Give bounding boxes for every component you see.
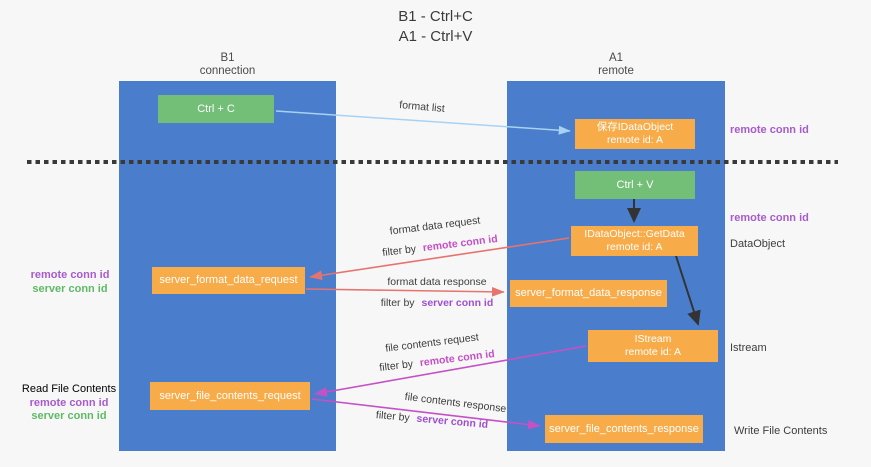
title-line-2: A1 - Ctrl+V — [398, 28, 473, 45]
phase-divider-dashed-line — [27, 160, 838, 164]
node-istream-line1: IStream — [634, 333, 672, 345]
right-remote-conn-id-mid: remote conn id — [730, 212, 809, 224]
filter-by-text: filter by — [375, 409, 411, 425]
server-conn-id-text: server conn id — [416, 412, 489, 431]
filter-by-text: filter by — [380, 297, 415, 309]
node-fmt-resp-label: server_format_data_response — [515, 287, 662, 299]
filter-by-text: filter by — [378, 357, 414, 375]
format-data-response-text: format data response — [387, 276, 487, 288]
format-data-request-text: format data request — [389, 214, 481, 238]
lane-b1-sub: connection — [199, 65, 256, 77]
remote-conn-id-text: remote conn id — [422, 232, 499, 255]
node-server-format-data-request: server_format_data_request — [152, 267, 305, 294]
node-ctrl-v: Ctrl + V — [575, 171, 695, 199]
node-istream-line2: remote id: A — [624, 346, 682, 358]
node-getdata-line1: IDataObject::GetData — [584, 228, 685, 240]
right-write-file-contents-label: Write File Contents — [734, 425, 828, 437]
lane-b1-name: B1 — [220, 52, 235, 64]
server-conn-id-text: server conn id — [421, 297, 494, 309]
node-save-idataobject-line2: remote id: A — [606, 134, 664, 146]
left-remote-conn-id: remote conn id — [30, 269, 110, 281]
right-dataobject-label: DataObject — [730, 238, 786, 250]
lane-a1-sub: remote — [598, 65, 634, 77]
left-server-conn-id: server conn id — [32, 283, 108, 295]
lane-header-a1: A1 remote — [507, 52, 725, 78]
title-line-1: B1 - Ctrl+C — [398, 8, 473, 25]
diagram-title: B1 - Ctrl+C A1 - Ctrl+V — [0, 7, 871, 47]
edge-label-format-list: format list — [362, 96, 483, 118]
node-idataobject-getdata: IDataObject::GetData remote id: A — [571, 226, 698, 256]
file-contents-response-text: file contents response — [404, 390, 507, 416]
node-server-file-contents-response: server_file_contents_response — [545, 415, 703, 443]
lane-a1-name: A1 — [608, 52, 624, 64]
node-save-idataobject-line1: 保存IDataObject — [596, 121, 674, 133]
right-remote-conn-id-top: remote conn id — [730, 124, 809, 136]
read-file-contents-label: Read File Contents — [21, 383, 117, 395]
edge-label-filter-server-1: filter by server conn id — [367, 297, 507, 309]
node-server-format-data-response: server_format_data_response — [510, 280, 667, 307]
node-server-file-contents-request: server_file_contents_request — [150, 382, 310, 410]
node-file-resp-label: server_file_contents_response — [549, 422, 699, 435]
node-ctrl-c-label: Ctrl + C — [197, 102, 235, 115]
left-conn-ids-top: remote conn id server conn id — [24, 268, 116, 296]
remote-conn-id-text: remote conn id — [419, 347, 496, 370]
left-read-file-block: Read File Contents remote conn id server… — [18, 383, 120, 424]
node-file-req-label: server_file_contents_request — [159, 389, 301, 402]
node-ctrl-v-label: Ctrl + V — [616, 178, 654, 191]
left-server-conn-id-2: server conn id — [31, 410, 107, 422]
node-save-idataobject: 保存IDataObject remote id: A — [575, 119, 695, 149]
node-ctrl-c: Ctrl + C — [158, 95, 274, 123]
node-fmt-req-label: server_format_data_request — [159, 274, 298, 286]
right-istream-label: Istream — [730, 342, 767, 354]
filter-by-text: filter by — [381, 242, 417, 260]
node-istream: IStream remote id: A — [588, 330, 718, 362]
lane-header-b1: B1 connection — [119, 52, 336, 78]
node-getdata-line2: remote id: A — [606, 241, 663, 253]
left-remote-conn-id-2: remote conn id — [29, 396, 109, 409]
format-list-text: format list — [398, 99, 446, 115]
edge-label-format-data-response: format data response — [367, 276, 507, 288]
